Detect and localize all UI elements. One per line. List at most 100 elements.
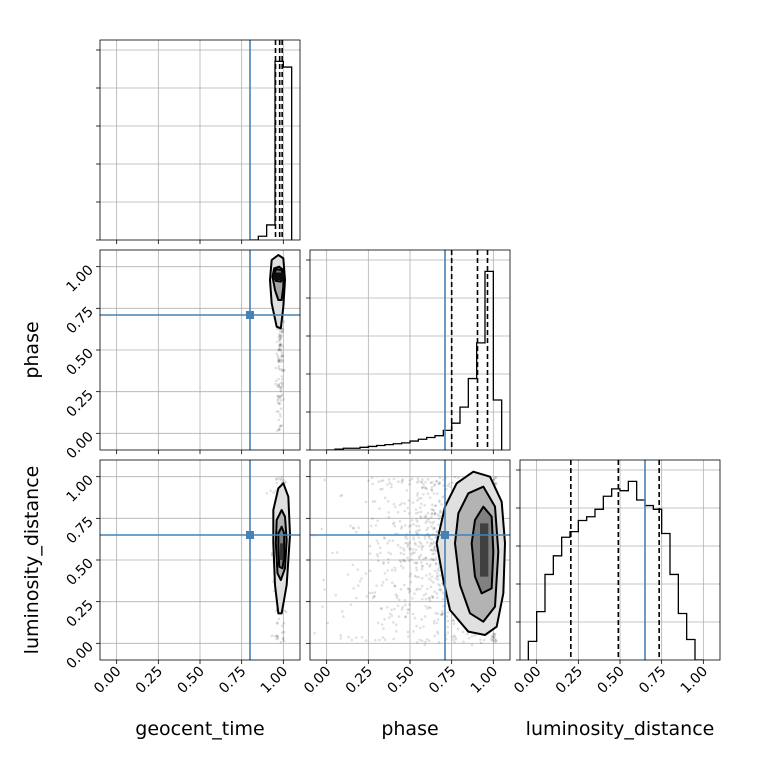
sample-point: [403, 509, 407, 513]
sample-point: [270, 554, 274, 557]
sample-point: [279, 337, 282, 340]
sample-point: [402, 552, 406, 556]
sample-point: [430, 515, 433, 519]
sample-point: [429, 543, 433, 546]
sample-point: [278, 346, 281, 350]
truth-marker: [246, 531, 254, 539]
sample-point: [408, 525, 411, 528]
x-tick-label: 1.00: [468, 664, 501, 697]
sample-point: [400, 527, 403, 530]
sample-point: [354, 636, 358, 639]
sample-point: [282, 622, 286, 625]
sample-point: [424, 480, 427, 484]
x-tick-label: 0.25: [553, 664, 586, 697]
sample-point: [383, 537, 386, 540]
sample-point: [426, 607, 429, 610]
sample-point: [386, 541, 390, 545]
sample-point: [276, 356, 280, 359]
sample-point: [428, 520, 432, 524]
y-tick-label: 0.50: [63, 346, 96, 379]
sample-point: [279, 343, 282, 347]
sample-point: [433, 634, 436, 638]
sample-point: [390, 485, 393, 489]
sample-point: [451, 618, 455, 622]
sample-point: [420, 597, 424, 601]
sample-point: [279, 343, 282, 347]
sample-point: [369, 524, 373, 528]
sample-point: [433, 511, 437, 515]
sample-point: [388, 481, 391, 484]
sample-point: [280, 478, 283, 481]
sample-point: [275, 379, 278, 383]
sample-point: [382, 627, 385, 630]
sample-point: [396, 604, 400, 608]
sample-point: [446, 484, 450, 487]
sample-point: [438, 588, 441, 592]
sample-point: [434, 535, 438, 539]
sample-point: [277, 410, 280, 413]
sample-point: [410, 552, 413, 556]
sample-point: [466, 632, 469, 636]
sample-point: [493, 640, 496, 644]
sample-point: [421, 478, 424, 481]
sample-point: [419, 516, 423, 520]
sample-point: [360, 636, 364, 639]
sample-point: [416, 499, 419, 502]
sample-point: [425, 638, 429, 641]
sample-point: [431, 542, 435, 545]
sample-point: [493, 632, 497, 636]
sample-point: [434, 561, 438, 565]
sample-point: [406, 545, 409, 548]
sample-point: [331, 551, 334, 555]
sample-point: [430, 503, 434, 507]
sample-point: [399, 588, 403, 591]
sample-point: [411, 548, 415, 551]
sample-point: [381, 479, 385, 482]
sample-point: [453, 640, 456, 644]
sample-point: [399, 564, 403, 568]
sample-point: [385, 606, 389, 609]
sample-point: [440, 589, 443, 592]
sample-point: [320, 527, 324, 531]
sample-point: [420, 567, 424, 571]
sample-point: [280, 382, 284, 385]
sample-point: [425, 487, 428, 491]
sample-point: [435, 592, 439, 595]
x-tick-label: 0.25: [343, 664, 376, 697]
sample-point: [433, 484, 436, 487]
sample-point: [387, 511, 391, 514]
sample-point: [279, 349, 283, 352]
sample-point: [400, 501, 404, 505]
sample-point: [385, 578, 388, 581]
sample-point: [429, 557, 433, 561]
sample-point: [278, 412, 282, 416]
sample-point: [387, 478, 391, 481]
y-tick-label: 0.25: [63, 387, 96, 420]
sample-point: [452, 619, 455, 622]
sample-point: [281, 330, 284, 334]
x-axis-label: phase: [381, 718, 438, 740]
sample-point: [406, 630, 410, 634]
sample-point: [277, 427, 281, 430]
sample-point: [351, 526, 355, 530]
x-tick-label: 0.75: [426, 664, 459, 697]
sample-point: [278, 333, 281, 336]
sample-point: [406, 608, 410, 611]
sample-point: [409, 580, 413, 584]
sample-point: [495, 639, 498, 643]
x-tick-label: 0.25: [133, 664, 166, 697]
sample-point: [441, 612, 444, 616]
sample-point: [282, 398, 285, 401]
density-geocent_time-phase: [269, 254, 286, 433]
sample-point: [277, 385, 281, 388]
sample-point: [393, 505, 397, 509]
y-tick-label: 1.00: [63, 262, 96, 295]
sample-point: [414, 548, 418, 552]
sample-point: [270, 634, 274, 638]
sample-point: [371, 500, 375, 503]
sample-point: [279, 478, 282, 481]
sample-point: [413, 541, 417, 545]
sample-point: [438, 511, 442, 515]
sample-point: [397, 480, 400, 484]
sample-point: [281, 345, 284, 348]
